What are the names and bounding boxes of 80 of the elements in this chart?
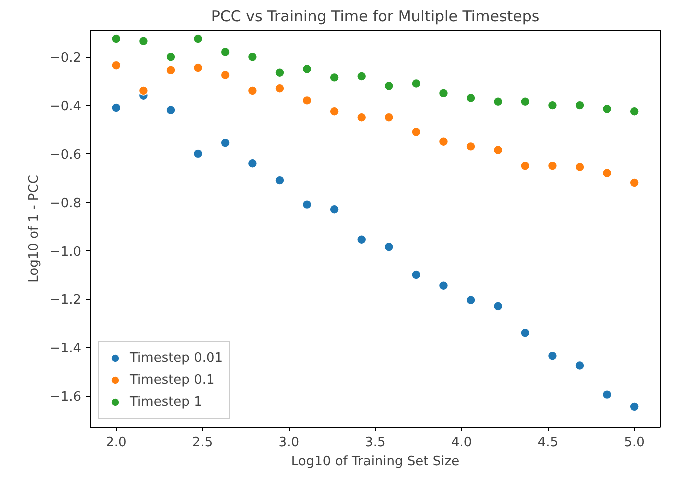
point — [412, 78, 422, 89]
legend-label: Timestep 0.01 — [130, 350, 224, 366]
point — [248, 158, 258, 169]
point — [630, 178, 640, 188]
point — [330, 204, 340, 215]
legend-label: Timestep 0.1 — [130, 372, 215, 388]
point — [575, 360, 585, 371]
point — [466, 142, 476, 152]
point — [112, 34, 122, 44]
point — [412, 270, 422, 280]
point — [356, 112, 367, 123]
y-tick-label: −1.2 — [50, 293, 82, 308]
point — [275, 68, 285, 78]
y-tick-label: −0.4 — [50, 100, 82, 115]
point — [520, 97, 530, 107]
point — [438, 136, 449, 147]
x-axis-title: Log10 of Training Set Size — [291, 454, 460, 470]
x-tick-label: 3.5 — [365, 436, 386, 450]
point — [193, 34, 204, 44]
y-axis-title: Log10 of 1 - PCC — [26, 175, 42, 283]
point — [138, 86, 149, 96]
point — [330, 72, 340, 83]
point — [493, 302, 504, 312]
point — [166, 105, 176, 116]
point — [548, 100, 558, 110]
point — [112, 103, 122, 113]
point — [220, 47, 230, 58]
x-tick-label: 2.5 — [192, 436, 214, 450]
y-tick-label: −0.6 — [50, 148, 82, 163]
point — [166, 52, 176, 62]
point — [630, 402, 640, 412]
point — [275, 176, 285, 186]
point — [330, 106, 340, 116]
point — [575, 162, 585, 172]
x-tick-label: 3.0 — [278, 436, 300, 450]
y-tick-label: −1.0 — [50, 244, 82, 260]
point — [384, 112, 394, 123]
point — [630, 106, 640, 116]
point — [466, 93, 476, 104]
point — [466, 296, 476, 306]
point — [548, 351, 558, 361]
point — [166, 66, 176, 76]
y-tick-label: −1.4 — [50, 342, 82, 357]
point — [112, 60, 122, 70]
point — [356, 235, 367, 245]
y-tick-label: −1.6 — [50, 390, 82, 406]
y-tick-label: −0.2 — [50, 51, 82, 66]
point — [602, 104, 612, 114]
point — [548, 161, 558, 171]
legend-label: Timestep 1 — [130, 394, 202, 410]
point — [493, 145, 504, 156]
point — [412, 127, 422, 138]
point — [602, 390, 612, 400]
point — [493, 97, 504, 107]
point — [138, 36, 149, 46]
point — [520, 161, 530, 171]
point — [248, 52, 258, 62]
point — [575, 100, 585, 110]
point — [248, 86, 258, 96]
point — [193, 149, 204, 159]
point — [302, 200, 312, 210]
point — [602, 168, 612, 178]
x-tick-label: 4.5 — [538, 436, 559, 450]
x-tick-label: 5.0 — [624, 436, 645, 450]
point — [302, 64, 312, 74]
chart-title: PCC vs Training Time for Multiple Timesteps — [211, 8, 540, 26]
point — [520, 328, 530, 338]
point — [220, 138, 230, 148]
point — [356, 72, 367, 82]
point — [302, 96, 312, 106]
point — [384, 242, 394, 252]
point — [438, 88, 449, 98]
point — [438, 280, 449, 291]
x-tick-label: 2.0 — [106, 436, 127, 450]
point — [384, 81, 394, 92]
x-tick-label: 4.0 — [452, 436, 472, 450]
point — [193, 63, 204, 73]
y-tick-label: −0.8 — [50, 196, 82, 212]
point — [275, 84, 285, 94]
point — [220, 70, 230, 80]
